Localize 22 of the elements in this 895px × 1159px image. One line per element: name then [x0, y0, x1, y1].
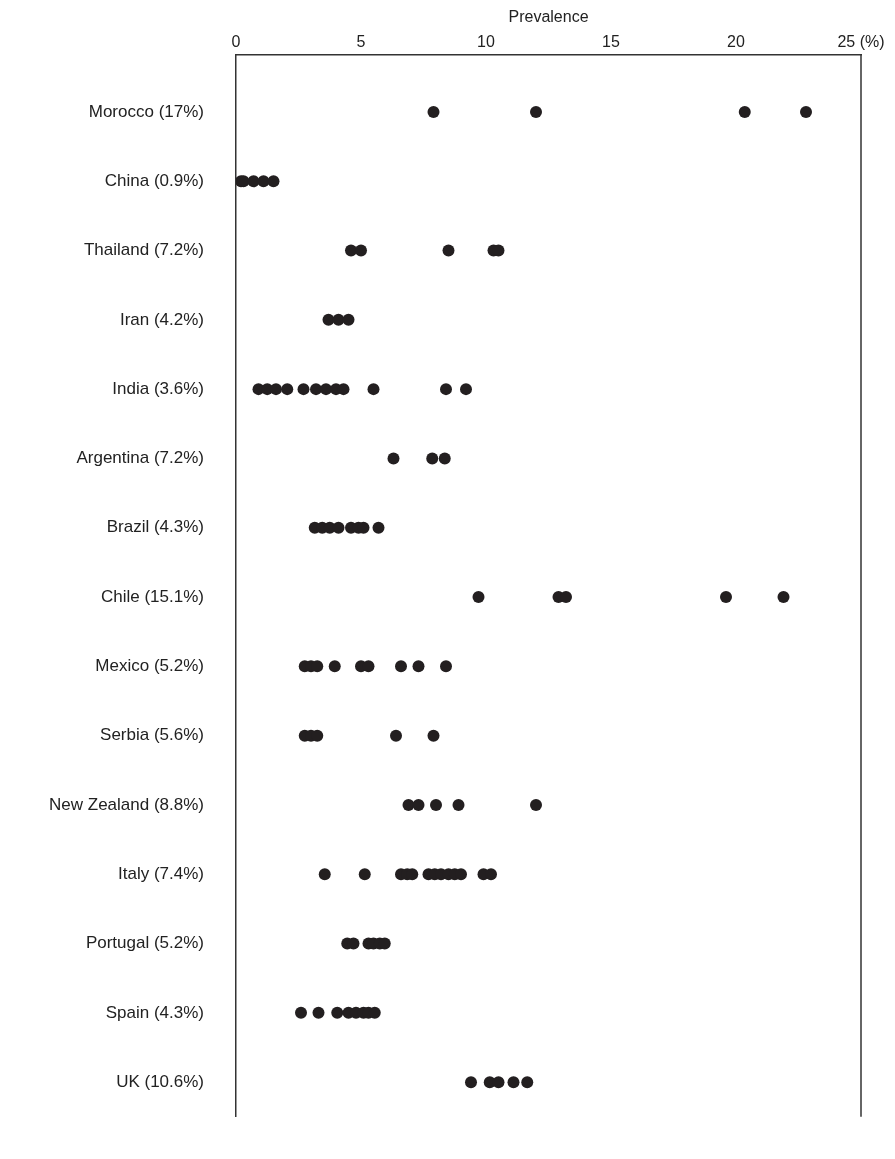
- y-tick-label: Morocco (17%): [88, 101, 204, 121]
- y-tick-label: Thailand (7.2%): [83, 240, 204, 260]
- y-tick-label: Brazil (4.3%): [106, 517, 204, 537]
- x-tick-label: 10: [477, 33, 495, 51]
- x-tick-label: 15: [602, 33, 620, 51]
- x-axis-title: Prevalence: [508, 8, 589, 26]
- x-tick-label: 20: [727, 33, 745, 51]
- y-tick-label: China (0.9%): [104, 170, 204, 190]
- y-tick-label: UK (10.6%): [116, 1071, 204, 1091]
- y-tick-label: Portugal (5.2%): [85, 933, 204, 953]
- y-tick-label: Argentina (7.2%): [76, 448, 204, 468]
- x-tick-label: 25 (%): [837, 33, 885, 51]
- y-tick-label: Spain (4.3%): [105, 1002, 204, 1022]
- y-tick-label: India (3.6%): [112, 378, 204, 398]
- x-tick-label: 0: [231, 33, 241, 51]
- y-tick-label: Serbia (5.6%): [100, 725, 204, 745]
- x-tick-label: 5: [356, 33, 366, 51]
- y-tick-label: Chile (15.1%): [101, 586, 204, 606]
- y-tick-label: Italy (7.4%): [118, 863, 204, 883]
- y-tick-label: New Zealand (8.8%): [49, 794, 204, 814]
- y-tick-label: Mexico (5.2%): [95, 656, 204, 676]
- y-tick-label: Iran (4.2%): [119, 309, 204, 329]
